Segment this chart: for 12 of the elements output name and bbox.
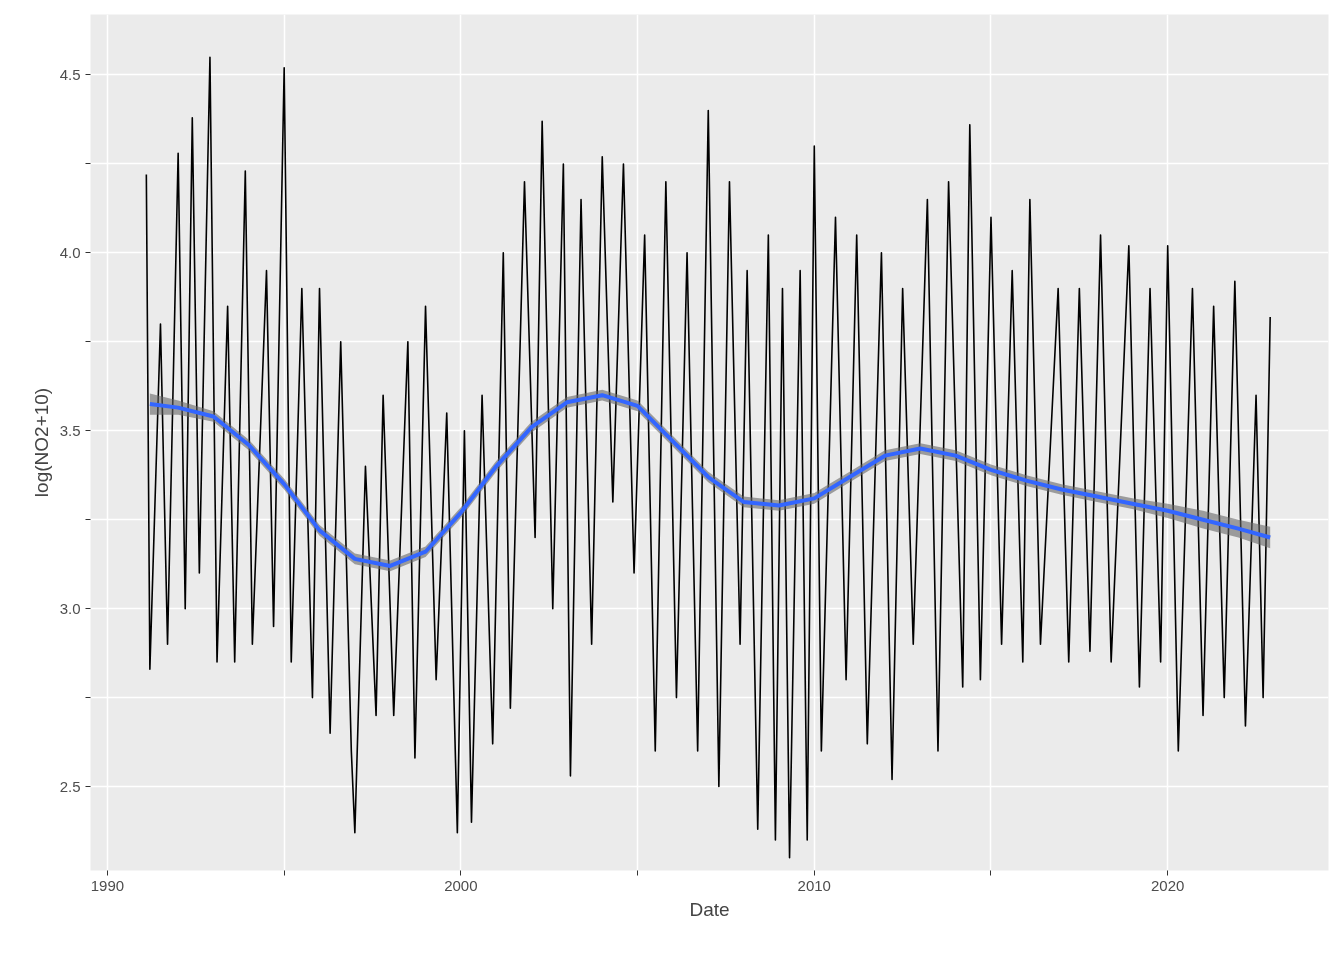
x-tick-label: 2020 bbox=[1151, 876, 1185, 894]
y-axis-title: log(NO2+10) bbox=[30, 387, 52, 498]
x-tick-label: 1990 bbox=[90, 876, 125, 894]
y-tick-label: 3.5 bbox=[59, 421, 81, 439]
text: 4.0 bbox=[59, 243, 81, 261]
y-tick-label: 4.5 bbox=[59, 65, 81, 83]
x-tick-label: 2000 bbox=[444, 876, 478, 894]
line-series bbox=[145, 56, 1271, 859]
x-axis-title: Date bbox=[689, 898, 730, 920]
x-tick-label: 2010 bbox=[797, 876, 831, 894]
y-tick-label: 2.5 bbox=[59, 777, 81, 795]
text: 3.0 bbox=[59, 599, 81, 617]
